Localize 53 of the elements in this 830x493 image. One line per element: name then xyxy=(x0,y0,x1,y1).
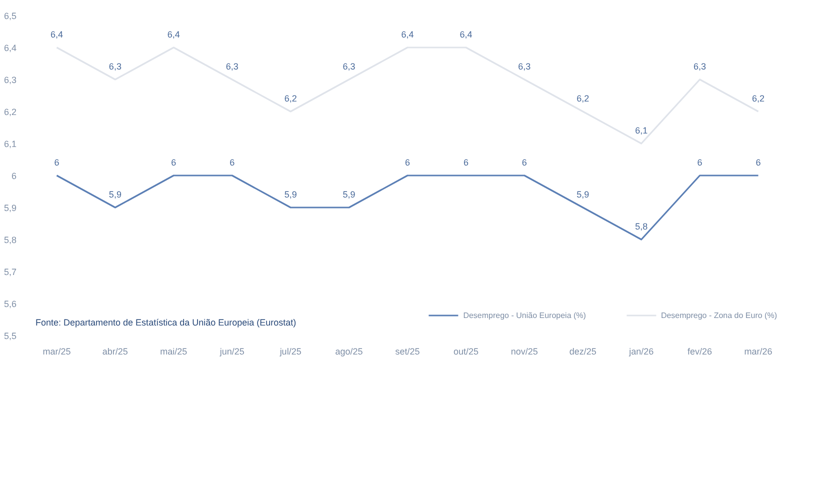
data-label: 6 xyxy=(230,158,235,168)
y-tick-label: 6 xyxy=(11,171,17,181)
x-tick-label: out/25 xyxy=(453,346,478,356)
y-tick-label: 6,5 xyxy=(4,11,17,21)
data-label: 6,4 xyxy=(460,30,472,40)
x-tick-label: set/25 xyxy=(395,346,420,356)
data-label: 6,3 xyxy=(108,62,122,72)
x-tick-label: jun/25 xyxy=(218,346,244,356)
x-tick-label: abr/25 xyxy=(102,346,128,356)
x-tick-label: ago/25 xyxy=(335,346,363,356)
data-label: 6 xyxy=(54,158,60,168)
x-tick-label: jan/26 xyxy=(628,346,654,356)
data-label: 6,4 xyxy=(401,30,414,40)
x-tick-label: nov/25 xyxy=(510,346,538,356)
x-tick-label: jul/25 xyxy=(278,346,302,356)
data-label: 6 xyxy=(697,158,702,168)
data-label: 6,3 xyxy=(226,62,238,72)
y-tick-label: 5,8 xyxy=(4,235,17,245)
x-tick-label: fev/26 xyxy=(688,346,712,356)
y-tick-label: 5,6 xyxy=(4,299,17,309)
y-tick-label: 6,1 xyxy=(4,139,17,149)
data-label: 5,9 xyxy=(108,190,122,200)
y-tick-label: 5,9 xyxy=(4,203,17,213)
y-tick-label: 6,3 xyxy=(4,75,17,85)
data-label: 5,9 xyxy=(284,190,297,200)
data-label: 6 xyxy=(463,158,468,168)
data-label: 5,8 xyxy=(635,222,648,232)
data-label: 6,3 xyxy=(694,62,706,72)
data-label: 6,3 xyxy=(518,62,531,72)
legend-label: Desemprego - Zona do Euro (%) xyxy=(660,310,777,320)
data-label: 6,2 xyxy=(752,94,765,104)
legend-label: Desemprego - União Europeia (%) xyxy=(463,310,586,320)
data-label: 6 xyxy=(756,158,761,168)
data-label: 6,1 xyxy=(635,126,648,136)
x-tick-label: mar/26 xyxy=(744,346,772,356)
data-label: 6 xyxy=(522,158,527,168)
y-tick-label: 6,4 xyxy=(4,43,17,53)
y-tick-label: 6,2 xyxy=(4,107,17,117)
data-label: 6,4 xyxy=(167,30,180,40)
data-label: 6,2 xyxy=(284,94,297,104)
data-label: 6,4 xyxy=(50,30,63,40)
y-tick-label: 5,5 xyxy=(4,331,17,341)
data-label: 6 xyxy=(404,158,410,168)
data-label: 6,3 xyxy=(342,62,356,72)
y-tick-label: 5,7 xyxy=(4,267,17,277)
x-tick-label: mai/25 xyxy=(160,346,188,356)
x-tick-label: mar/25 xyxy=(42,346,71,356)
data-label: 6,2 xyxy=(576,94,590,104)
annotation: Fonte: Departamento de Estatística da União Europeia (Eurostat) xyxy=(36,318,296,328)
data-label: 5,9 xyxy=(576,190,590,200)
data-label: 6 xyxy=(171,158,176,168)
x-tick-label: dez/25 xyxy=(569,346,596,356)
data-label: 5,9 xyxy=(342,190,356,200)
